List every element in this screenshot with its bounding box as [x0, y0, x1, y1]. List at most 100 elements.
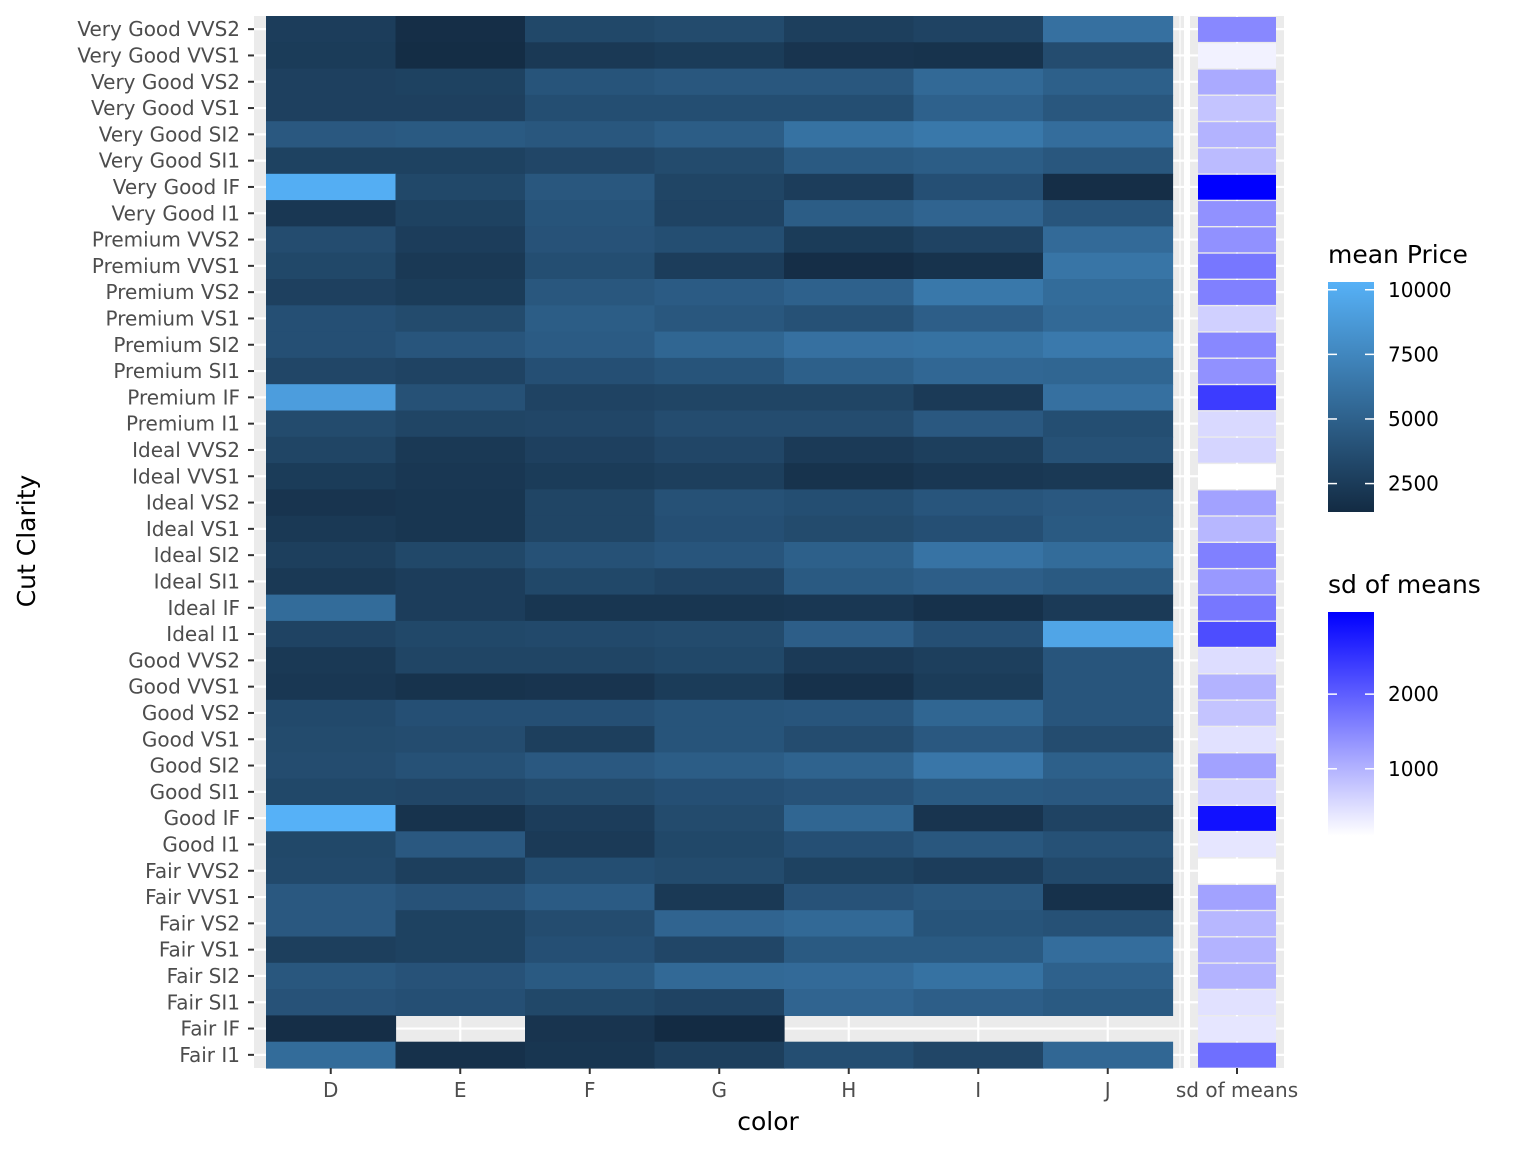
heatmap-cell — [914, 358, 1044, 385]
y-tick-label: Good VS1 — [142, 727, 240, 751]
sd-cell — [1198, 385, 1276, 410]
y-tick-label: Fair VS2 — [159, 911, 240, 935]
heatmap-cell — [396, 200, 526, 227]
heatmap-cell — [266, 1042, 396, 1069]
heatmap-cell — [1043, 69, 1173, 96]
heatmap-cell — [914, 42, 1044, 69]
heatmap-cell — [1043, 831, 1173, 858]
heatmap-cell — [525, 121, 655, 148]
heatmap-cell — [784, 726, 914, 753]
heatmap-cell — [266, 174, 396, 201]
heatmap-cell — [784, 489, 914, 516]
heatmap-cell — [1043, 805, 1173, 832]
sd-cell — [1198, 227, 1276, 252]
heatmap-cell — [1043, 621, 1173, 648]
legend-mean-price-tick-label: 7500 — [1388, 342, 1439, 366]
heatmap-cell — [784, 226, 914, 253]
heatmap-cell — [655, 174, 785, 201]
heatmap-cell — [914, 700, 1044, 727]
heatmap-cell — [396, 674, 526, 701]
y-tick-label: Premium VVS1 — [92, 254, 240, 278]
sd-cell — [1198, 43, 1276, 68]
sd-cell — [1198, 306, 1276, 331]
heatmap-cell — [655, 226, 785, 253]
heatmap-cell — [396, 910, 526, 937]
sd-cell — [1198, 780, 1276, 805]
heatmap-cell — [784, 963, 914, 990]
y-tick-label: Very Good SI1 — [99, 149, 240, 173]
heatmap-cell — [914, 805, 1044, 832]
y-tick-label: Very Good I1 — [112, 201, 241, 225]
heatmap-cell — [1043, 411, 1173, 438]
heatmap-cell — [914, 831, 1044, 858]
heatmap-cell — [525, 200, 655, 227]
heatmap-cell — [525, 700, 655, 727]
heatmap-cell — [784, 332, 914, 359]
legend-sd-tick-label: 1000 — [1388, 757, 1439, 781]
heatmap-cell — [396, 726, 526, 753]
heatmap-cell — [914, 989, 1044, 1016]
heatmap-cell — [784, 200, 914, 227]
sd-cell — [1198, 149, 1276, 174]
heatmap-cell — [655, 148, 785, 175]
heatmap-cell — [784, 752, 914, 779]
heatmap-cell — [655, 752, 785, 779]
heatmap-cell — [396, 516, 526, 543]
heatmap-cell — [525, 384, 655, 411]
sd-cell — [1198, 517, 1276, 542]
sd-cell — [1198, 1043, 1276, 1068]
heatmap-cell — [396, 463, 526, 490]
heatmap-cell — [655, 305, 785, 332]
heatmap-cell — [655, 358, 785, 385]
x-tick-label: E — [454, 1078, 467, 1102]
heatmap-cell — [525, 279, 655, 306]
heatmap-cell — [1043, 305, 1173, 332]
heatmap-cell — [266, 963, 396, 990]
heatmap-cell — [266, 358, 396, 385]
heatmap-cell — [525, 358, 655, 385]
sd-cell — [1198, 70, 1276, 95]
heatmap-cell — [1043, 253, 1173, 280]
y-tick-label: Premium VS1 — [106, 306, 240, 330]
heatmap-cell — [266, 726, 396, 753]
x-tick-label: F — [584, 1078, 596, 1102]
heatmap-cell — [266, 411, 396, 438]
heatmap-cell — [525, 69, 655, 96]
heatmap-cell — [1043, 779, 1173, 806]
heatmap-cell — [655, 463, 785, 490]
heatmap-cell — [266, 463, 396, 490]
heatmap-cell — [396, 542, 526, 569]
heatmap-cell — [266, 752, 396, 779]
y-tick-label: Premium SI2 — [113, 333, 240, 357]
y-tick-label: Ideal VVS1 — [132, 464, 240, 488]
heatmap-cell — [266, 279, 396, 306]
heatmap-cell — [525, 148, 655, 175]
sd-cell — [1198, 622, 1276, 647]
heatmap-cell — [266, 858, 396, 885]
sd-cell — [1198, 938, 1276, 963]
heatmap-cell — [266, 910, 396, 937]
heatmap-cell — [525, 95, 655, 122]
heatmap-cell — [1043, 884, 1173, 911]
heatmap-cell — [914, 752, 1044, 779]
sd-cell — [1198, 1016, 1276, 1041]
heatmap-cell — [914, 910, 1044, 937]
heatmap-cell — [1043, 148, 1173, 175]
heatmap-cell — [914, 674, 1044, 701]
heatmap-cell — [525, 726, 655, 753]
heatmap-cell — [266, 437, 396, 464]
sd-cell — [1198, 201, 1276, 226]
heatmap-cell — [525, 226, 655, 253]
heatmap-cell — [266, 121, 396, 148]
heatmap-cell — [396, 805, 526, 832]
heatmap-cell — [266, 989, 396, 1016]
heatmap-cell — [525, 568, 655, 595]
heatmap-cell — [914, 148, 1044, 175]
heatmap-cell — [784, 700, 914, 727]
heatmap-cell — [396, 700, 526, 727]
heatmap-cell — [784, 516, 914, 543]
heatmap-cell — [266, 16, 396, 43]
heatmap-cell — [1043, 910, 1173, 937]
heatmap-cell — [396, 148, 526, 175]
